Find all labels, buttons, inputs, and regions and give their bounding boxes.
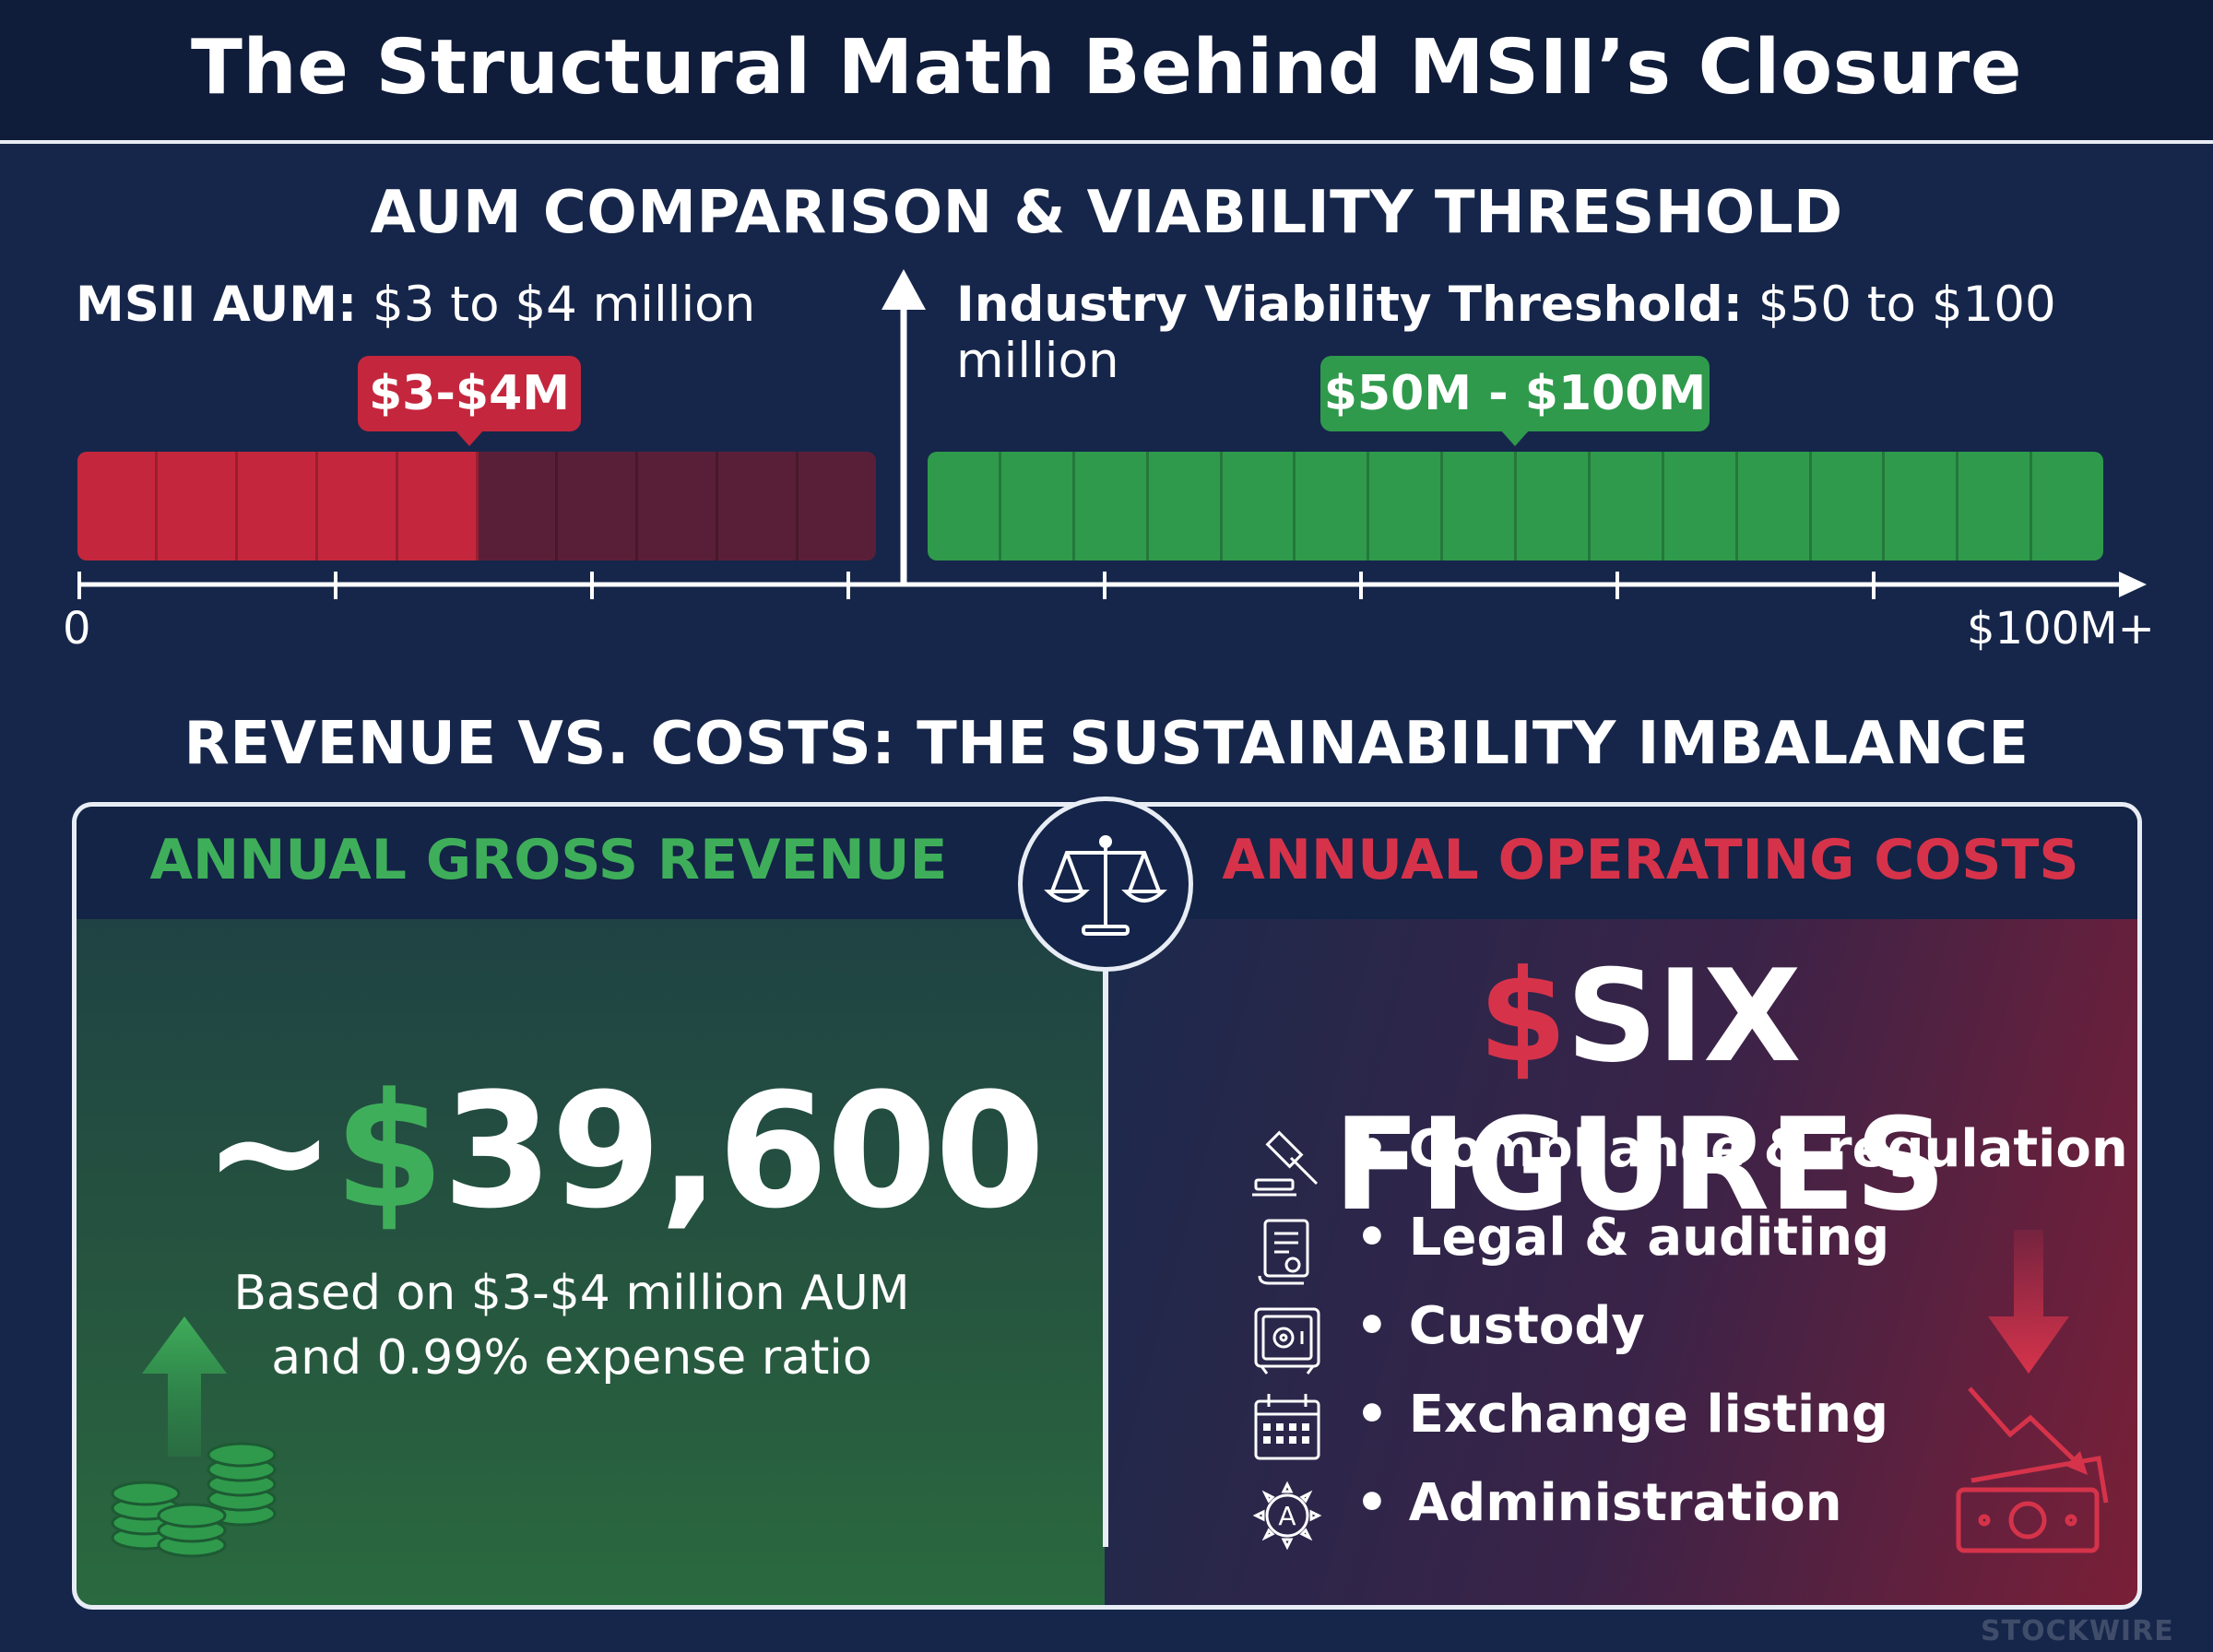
bar-segment-filled [1074, 452, 1149, 560]
costs-header-label: ANNUAL OPERATING COSTS [1222, 828, 2079, 892]
bar-segment-empty [638, 452, 719, 560]
revenue-note-line1: Based on $3-$4 million AUM [233, 1266, 910, 1321]
bar-segment-filled [397, 452, 479, 560]
axis-min-label: 0 [63, 603, 91, 655]
bullet: • [1355, 1119, 1389, 1179]
revenue-note: Based on $3-$4 million AUM and 0.99% exp… [203, 1261, 941, 1390]
bullet: • [1355, 1208, 1389, 1268]
scale-badge [1018, 796, 1193, 972]
bar-segment-filled [1590, 452, 1664, 560]
bar-segment-filled [1517, 452, 1591, 560]
gear-admin-icon: A [1249, 1477, 1326, 1554]
msii-aum-bar [77, 452, 876, 560]
down-arrow-icon [1988, 1230, 2069, 1374]
cost-item-label: Compliance & regulation [1408, 1119, 2128, 1179]
card-divider [1103, 914, 1108, 1547]
gavel-icon [1249, 1123, 1326, 1200]
msii-aum-label: MSII AUM: $3 to $4 million [76, 277, 755, 333]
costs-currency: $ [1478, 942, 1567, 1091]
bar-segment-empty [799, 452, 876, 560]
balance-scale-icon [1044, 835, 1167, 936]
msii-callout-badge: $3-$4M [358, 356, 581, 446]
bar-segment-filled [928, 452, 1001, 560]
cost-item-label: Legal & auditing [1408, 1208, 1890, 1268]
msii-callout-text: $3-$4M [368, 366, 571, 421]
costs-decline-icon [1956, 1230, 2109, 1553]
industry-callout-text: $50M - $100M [1323, 366, 1707, 421]
bar-segment-filled [1369, 452, 1444, 560]
costs-value: $SIX FIGURES [1197, 942, 2082, 1239]
bar-segment-filled [1000, 452, 1075, 560]
costs-amount: SIX FIGURES [1333, 942, 1947, 1239]
cost-item-label: Administration [1408, 1473, 1842, 1533]
watermark-logo: STOCKWIRE [1981, 1615, 2174, 1647]
revenue-value: ~$39,600 [203, 1058, 1046, 1244]
bar-segment-filled [77, 452, 158, 560]
up-arrow-icon [142, 1316, 227, 1457]
cost-item: • Exchange listing [1355, 1385, 1888, 1445]
bullet: • [1355, 1473, 1389, 1533]
bar-segment-empty [558, 452, 639, 560]
bar-segment-filled [237, 452, 318, 560]
page-title: The Structural Math Behind MSII’s Closur… [191, 24, 2022, 112]
revenue-note-line2: and 0.99% expense ratio [271, 1330, 872, 1386]
bullet: • [1355, 1385, 1389, 1445]
cost-item: • Custody [1355, 1296, 1645, 1356]
cost-item: • Compliance & regulation [1355, 1119, 2128, 1179]
document-scroll-icon [1249, 1211, 1326, 1289]
bar-segment-filled [1663, 452, 1738, 560]
revenue-prefix: ~ [203, 1058, 336, 1244]
bar-segment-filled [1885, 452, 1959, 560]
bar-segment-filled [2032, 452, 2103, 560]
revenue-growth-icon [111, 1316, 277, 1558]
msii-aum-label-bold: MSII AUM: [76, 277, 358, 333]
trend-down-icon [1968, 1386, 2082, 1468]
bar-segment-filled [1959, 452, 2033, 560]
bar-segment-filled [1811, 452, 1886, 560]
cost-item-label: Custody [1408, 1296, 1645, 1356]
aum-axis [77, 269, 2147, 599]
costs-card-header [1105, 807, 2137, 919]
industry-threshold-label-value: $50 to $100 million [956, 277, 2056, 389]
revenue-amount: 39,600 [442, 1058, 1046, 1244]
bar-segment-empty [718, 452, 799, 560]
coin-stack-icon [111, 1442, 277, 1558]
aum-section-title: AUM COMPARISON & VIABILITY THRESHOLD [370, 179, 1843, 247]
header-bar [0, 0, 2213, 144]
bar-segment-filled [1443, 452, 1517, 560]
bar-segment-filled [1737, 452, 1812, 560]
revenue-header-label: ANNUAL GROSS REVENUE [149, 828, 948, 892]
msii-aum-label-value: $3 to $4 million [357, 277, 756, 333]
cost-item-label: Exchange listing [1408, 1385, 1889, 1445]
axis-max-label: $100M+ [1967, 603, 2155, 655]
revenue-currency: $ [334, 1058, 444, 1244]
industry-threshold-bar [928, 452, 2103, 560]
bar-segment-filled [1222, 452, 1296, 560]
bar-segment-filled [317, 452, 398, 560]
cost-item: • Administration [1355, 1473, 1842, 1533]
bar-segment-filled [1148, 452, 1223, 560]
svg-text:A: A [1278, 1501, 1296, 1531]
x-axis-arrow [2119, 572, 2147, 597]
revenue-card-header [77, 807, 1109, 919]
costs-card [1105, 802, 2142, 1610]
revenue-section-title: REVENUE VS. COSTS: THE SUSTAINABILITY IM… [183, 710, 2030, 778]
bar-segment-filled [157, 452, 238, 560]
bar-segment-filled [1296, 452, 1370, 560]
industry-threshold-label-bold: Industry Viability Threshold: [956, 277, 1743, 333]
safe-icon [1249, 1300, 1326, 1377]
industry-callout-badge: $50M - $100M [1320, 356, 1710, 446]
calendar-icon [1249, 1388, 1326, 1466]
cash-icon [1956, 1456, 2109, 1553]
bar-segment-empty [478, 452, 559, 560]
divider-axis-arrow [882, 269, 926, 310]
bullet: • [1355, 1296, 1389, 1356]
cost-item: • Legal & auditing [1355, 1208, 1889, 1268]
industry-threshold-label: Industry Viability Threshold: $50 to $10… [956, 277, 2213, 389]
x-axis-ticks [77, 572, 1876, 599]
